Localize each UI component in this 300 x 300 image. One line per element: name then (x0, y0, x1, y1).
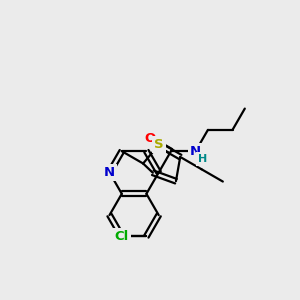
Text: S: S (154, 138, 164, 151)
Text: N: N (104, 166, 115, 179)
Text: H: H (199, 154, 208, 164)
Text: O: O (144, 132, 155, 146)
Text: Cl: Cl (115, 230, 129, 243)
Text: N: N (190, 145, 201, 158)
